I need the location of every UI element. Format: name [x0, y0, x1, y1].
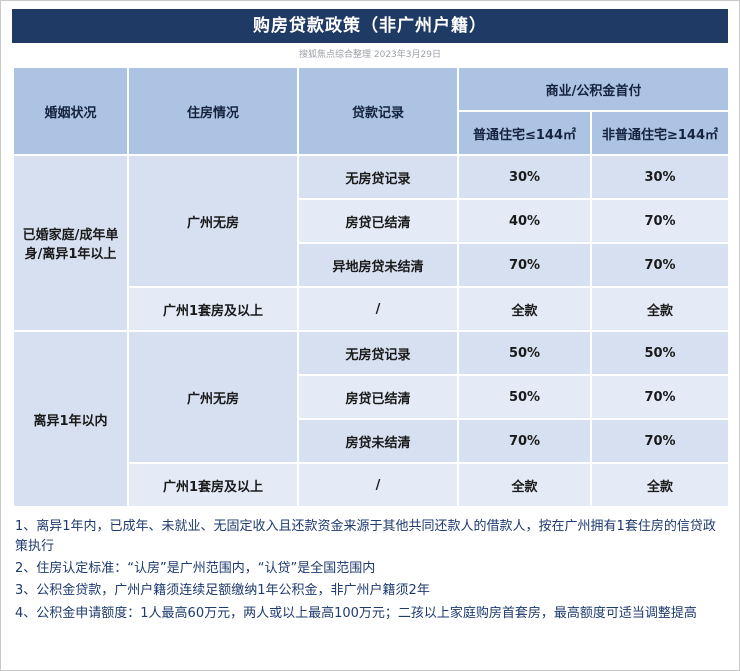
housing-cell: 广州1套房及以上 [127, 462, 299, 508]
ordinary-rate-cell: 70% [457, 418, 592, 464]
footnote-1: 1、离异1年内，已成年、未就业、无固定收入且还款资金来源于其他共同还款人的借款人… [15, 519, 716, 555]
loan-record-cell: 房贷已结清 [297, 374, 459, 420]
header-non-ordinary-residence: 非普通住宅≥144㎡ [590, 110, 730, 156]
header-housing-situation: 住房情况 [127, 66, 299, 156]
footnote-3: 3、公积金贷款，广州户籍须连续足额缴纳1年公积金，非广州户籍须2年 [15, 583, 430, 599]
ordinary-rate-cell: 全款 [457, 286, 592, 332]
non-ordinary-rate-cell: 70% [590, 198, 730, 244]
ordinary-rate-cell: 全款 [457, 462, 592, 508]
ordinary-rate-cell: 50% [457, 330, 592, 376]
housing-cell: 广州1套房及以上 [127, 286, 299, 332]
non-ordinary-rate-cell: 30% [590, 154, 730, 200]
footnote-4: 4、公积金申请额度：1人最高60万元，两人或以上最高100万元；二孩以上家庭购房… [15, 605, 697, 621]
loan-record-cell: 房贷未结清 [297, 418, 459, 464]
loan-record-cell: 无房贷记录 [297, 330, 459, 376]
loan-record-cell: / [297, 462, 459, 508]
housing-cell: 广州无房 [127, 330, 299, 464]
ordinary-rate-cell: 30% [457, 154, 592, 200]
table-row: 房贷已结清 50% 70% [13, 374, 730, 420]
table-row: 广州1套房及以上 / 全款 全款 [13, 286, 730, 332]
loan-policy-table: 婚姻状况 住房情况 贷款记录 商业/公积金首付 普通住宅≤144㎡ 非普通住宅≥… [12, 66, 730, 508]
footnote-2: 2、住房认定标准：“认房”是广州范围内，“认贷”是全国范围内 [15, 561, 376, 577]
table-row: 房贷未结清 70% 70% [13, 418, 730, 464]
table-row: 异地房贷未结清 70% 70% [13, 242, 730, 288]
non-ordinary-rate-cell: 全款 [590, 462, 730, 508]
marital-status-cell: 离异1年以内 [12, 330, 129, 508]
table-row: 离异1年以内 广州无房 无房贷记录 50% 50% [12, 330, 730, 508]
loan-record-cell: 异地房贷未结清 [297, 242, 459, 288]
table-row: 广州1套房及以上 / 全款 全款 [13, 462, 730, 508]
non-ordinary-rate-cell: 70% [590, 418, 730, 464]
table-row: 房贷已结清 40% 70% [13, 198, 730, 244]
ordinary-rate-cell: 40% [457, 198, 592, 244]
loan-record-cell: 无房贷记录 [297, 154, 459, 200]
marital-status-cell: 已婚家庭/成年单身/离异1年以上 [12, 154, 129, 332]
table-subheader-row: 普通住宅≤144㎡ 非普通住宅≥144㎡ [13, 110, 730, 156]
loan-record-cell: 房贷已结清 [297, 198, 459, 244]
header-ordinary-residence: 普通住宅≤144㎡ [457, 110, 592, 156]
ordinary-rate-cell: 70% [457, 242, 592, 288]
non-ordinary-rate-cell: 全款 [590, 286, 730, 332]
non-ordinary-rate-cell: 70% [590, 242, 730, 288]
source-caption: 搜狐焦点综合整理 2023年3月29日 [299, 50, 441, 60]
page-title: 购房贷款政策（非广州户籍） [12, 9, 728, 43]
footnotes: 1、离异1年内，已成年、未就业、无固定收入且还款资金来源于其他共同还款人的借款人… [12, 517, 728, 624]
non-ordinary-rate-cell: 50% [590, 330, 730, 376]
header-loan-record: 贷款记录 [297, 66, 459, 156]
header-marital-status: 婚姻状况 [12, 66, 129, 156]
table-header-row: 婚姻状况 住房情况 贷款记录 商业/公积金首付 [12, 66, 730, 156]
ordinary-rate-cell: 50% [457, 374, 592, 420]
table-row: 已婚家庭/成年单身/离异1年以上 广州无房 无房贷记录 30% 30% [12, 154, 730, 332]
loan-record-cell: / [297, 286, 459, 332]
housing-cell: 广州无房 [127, 154, 299, 288]
header-down-payment: 商业/公积金首付 [457, 66, 730, 112]
non-ordinary-rate-cell: 70% [590, 374, 730, 420]
